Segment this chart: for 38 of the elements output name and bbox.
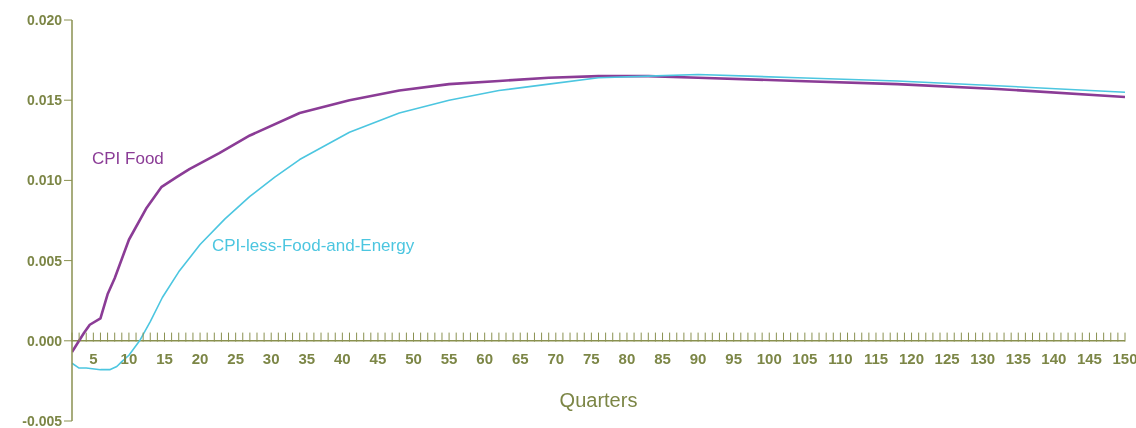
- x-tick-label: 15: [156, 349, 173, 367]
- x-tick-label: 60: [476, 349, 494, 367]
- series-label: CPI Food: [92, 149, 164, 168]
- y-tick-label: 0.005: [26, 252, 63, 269]
- x-tick-label: 135: [1005, 349, 1031, 367]
- x-tick-label: 55: [440, 349, 458, 367]
- x-tick-label: 20: [191, 349, 209, 367]
- x-tick-label: 5: [89, 349, 98, 367]
- x-tick-label: 75: [583, 349, 600, 367]
- x-tick-label: 70: [547, 349, 565, 367]
- x-tick-label: 120: [899, 349, 925, 367]
- x-tick-label: 30: [262, 349, 280, 367]
- x-tick-label: 105: [792, 349, 818, 367]
- x-tick-label: 90: [689, 349, 707, 367]
- y-tick-label: 0.000: [26, 332, 63, 349]
- x-tick-label: 110: [828, 349, 853, 367]
- x-tick-label: 45: [369, 349, 387, 367]
- x-tick-label: 115: [863, 349, 889, 367]
- y-tick-label: 0.020: [26, 12, 63, 28]
- x-tick-label: 100: [756, 349, 782, 367]
- x-tick-label: 145: [1076, 349, 1102, 367]
- x-tick-label: 35: [298, 349, 316, 367]
- x-axis-title: Quarters: [559, 389, 638, 411]
- x-tick-label: 125: [934, 349, 960, 367]
- x-tick-label: 95: [725, 349, 743, 367]
- x-tick-label: 150: [1112, 349, 1136, 367]
- x-tick-label: 130: [970, 349, 996, 367]
- x-tick-label: 140: [1041, 349, 1067, 367]
- x-tick-label: 50: [405, 349, 422, 367]
- x-tick-label: 80: [618, 349, 636, 367]
- y-tick-label: -0.005: [22, 413, 63, 428]
- series-label: CPI-less-Food-and-Energy: [212, 236, 415, 255]
- y-tick-label: 0.010: [26, 172, 63, 189]
- x-tick-label: 40: [334, 349, 351, 367]
- x-tick-label: 85: [654, 349, 671, 367]
- y-tick-label: 0.015: [26, 92, 63, 109]
- x-tick-label: 65: [511, 349, 529, 367]
- x-tick-label: 25: [227, 349, 244, 367]
